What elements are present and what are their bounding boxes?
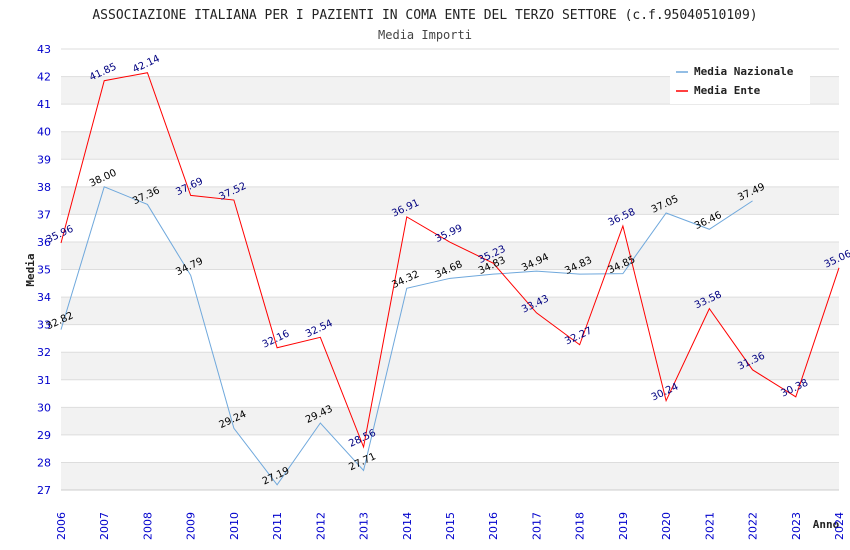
band: [61, 241, 839, 270]
y-tick-label: 38: [37, 181, 51, 194]
band: [61, 131, 839, 160]
y-tick-label: 43: [37, 43, 51, 56]
x-tick-label: 2006: [55, 512, 68, 540]
y-tick-label: 42: [37, 71, 51, 84]
chart-title: ASSOCIAZIONE ITALIANA PER I PAZIENTI IN …: [92, 8, 757, 23]
x-tick-label: 2020: [660, 512, 673, 540]
data-label: 42.14: [131, 53, 162, 75]
y-tick-label: 28: [37, 456, 51, 469]
x-tick-label: 2023: [790, 512, 803, 540]
y-tick-label: 33: [37, 319, 51, 332]
plot-bands: [61, 76, 839, 490]
x-tick-label: 2013: [358, 512, 371, 540]
y-tick-label: 41: [37, 98, 51, 111]
x-tick-label: 2012: [314, 512, 327, 540]
x-axis-label: Anno: [813, 518, 840, 531]
y-tick-label: 34: [37, 291, 51, 304]
series-line-0: [60, 186, 753, 486]
y-tick-label: 39: [37, 153, 51, 166]
x-tick-label: 2024: [833, 512, 846, 540]
x-tick-label: 2010: [228, 512, 241, 540]
gridlines: [61, 48, 839, 491]
x-tick-label: 2008: [141, 512, 154, 540]
band: [61, 407, 839, 435]
x-tick-label: 2014: [401, 512, 414, 540]
y-tick-labels: 27 28 29 30 31 32 33 34 35 36 37 38 39 40 41 42 43: [37, 43, 51, 497]
y-tick-label: 29: [37, 429, 51, 442]
x-tick-label: 2021: [703, 512, 716, 540]
chart-subtitle: Media Importi: [378, 28, 472, 42]
x-tick-label: 2022: [747, 512, 760, 540]
y-tick-label: 37: [37, 208, 51, 221]
data-label: 30.24: [650, 381, 681, 403]
y-tick-label: 27: [37, 484, 51, 497]
band: [61, 462, 839, 490]
x-tick-label: 2019: [617, 512, 630, 540]
y-tick-label: 31: [37, 374, 51, 387]
legend-box: [670, 60, 810, 104]
series-line-1: [60, 72, 840, 449]
band: [61, 186, 839, 215]
data-label: 34.32: [390, 269, 421, 291]
x-tick-label: 2018: [574, 512, 587, 540]
y-tick-label: 32: [37, 346, 51, 359]
x-tick-label: 2009: [185, 512, 198, 540]
x-tick-label: 2016: [487, 512, 500, 540]
x-tick-label: 2017: [530, 512, 543, 540]
y-tick-label: 35: [37, 264, 51, 277]
y-tick-label: 36: [37, 236, 51, 249]
data-label: 32.16: [261, 328, 292, 350]
y-tick-label: 30: [37, 401, 51, 414]
data-label: 32.82: [45, 310, 76, 332]
y-axis-label: Media: [24, 253, 37, 286]
band: [61, 352, 839, 380]
legend-label-media-nazionale: Media Nazionale: [694, 65, 794, 78]
x-tick-label: 2007: [98, 512, 111, 540]
legend: Media Nazionale Media Ente: [670, 60, 810, 104]
legend-label-media-ente: Media Ente: [694, 84, 761, 97]
x-tick-label: 2011: [271, 512, 284, 540]
y-tick-label: 40: [37, 126, 51, 139]
band: [61, 297, 839, 325]
x-tick-labels: 2006 2007 2008 2009 2010 2011 2012 2013 2014 2015…: [55, 512, 846, 540]
data-label: 38.00: [88, 168, 119, 190]
x-tick-label: 2015: [444, 512, 457, 540]
series-lines: [60, 72, 840, 486]
